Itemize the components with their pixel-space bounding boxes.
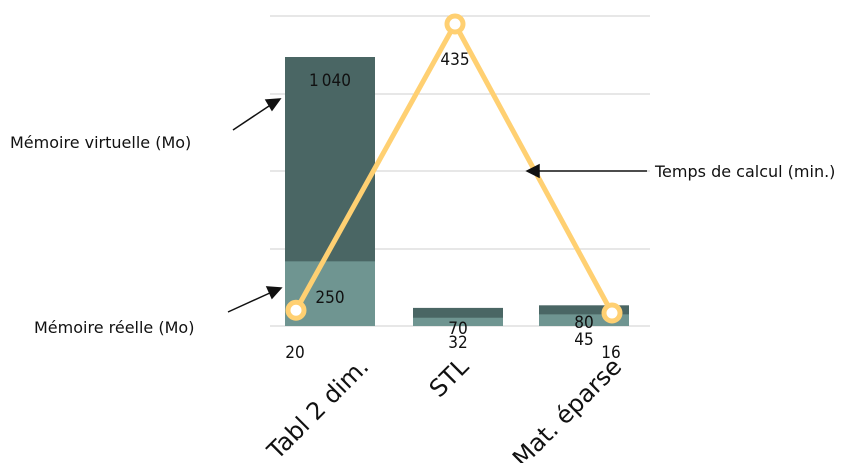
time-line	[285, 13, 623, 324]
legend-real-memory: Mémoire réelle (Mo)	[34, 318, 194, 337]
arrow-head-real	[265, 286, 283, 300]
time-point-2	[601, 302, 623, 324]
label-virtual-1: 70	[448, 319, 467, 339]
time-point-0	[285, 299, 307, 321]
label-real-2: 45	[574, 330, 593, 350]
category-label-2: Mat. éparse	[507, 352, 627, 463]
callout-arrows	[227, 98, 647, 313]
label-real-1: 32	[448, 333, 467, 353]
label-time-2: 16	[601, 343, 620, 363]
label-virtual-2: 80	[574, 313, 593, 333]
label-time-1: 435	[440, 50, 469, 70]
bar-real-1	[413, 317, 503, 326]
category-label-1: STL	[424, 352, 475, 403]
arrow-virtual	[232, 103, 273, 131]
category-labels: Tabl 2 dim. STL Mat. éparse	[261, 352, 627, 463]
arrow-head-time	[525, 163, 540, 179]
legend-compute-time: Temps de calcul (min.)	[654, 162, 835, 181]
category-label-0: Tabl 2 dim.	[261, 352, 374, 463]
time-point-1	[444, 13, 466, 35]
arrow-real	[227, 291, 273, 313]
label-virtual-0: 1 040	[309, 71, 351, 91]
label-real-0: 250	[315, 288, 344, 308]
bars	[285, 57, 629, 326]
label-time-0: 20	[285, 343, 304, 363]
legend-virtual-memory: Mémoire virtuelle (Mo)	[10, 133, 191, 152]
arrow-head-virtual	[264, 98, 282, 112]
value-labels: 1 040 70 80 250 32 45 20 435 16	[285, 50, 620, 363]
bar-real-2	[539, 314, 629, 326]
